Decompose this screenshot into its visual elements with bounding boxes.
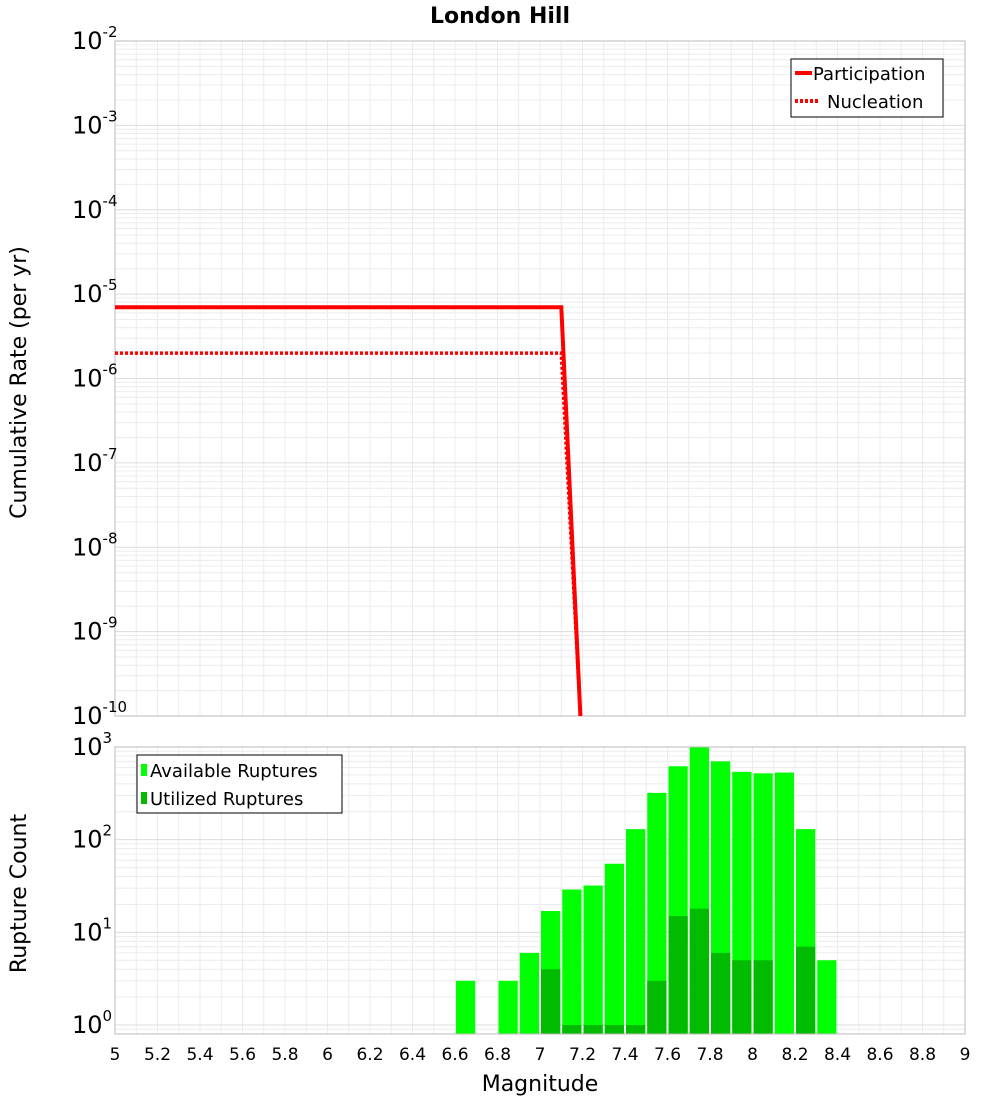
x-tick-label: 7.6 (654, 1045, 681, 1065)
bar-utilized (562, 1025, 582, 1034)
chart-title: London Hill (430, 4, 570, 29)
x-tick-label: 6 (322, 1045, 333, 1065)
y-tick-label: 102 (72, 822, 112, 854)
y-tick-label: 10-4 (72, 192, 118, 224)
y-tick-label: 10-6 (72, 361, 118, 393)
y-tick-label: 100 (72, 1007, 112, 1039)
x-tick-label: 7.2 (569, 1045, 596, 1065)
bar-utilized (541, 969, 561, 1034)
x-tick-label: 6.4 (399, 1045, 426, 1065)
series-line-participation (115, 305, 583, 717)
y-tick-label: 10-9 (72, 614, 118, 646)
y-tick-label: 10-8 (72, 529, 118, 561)
bottom-y-ticks: 100 101 102 103 (72, 729, 112, 1039)
y-tick-label: 10-10 (72, 698, 127, 730)
top-y-axis-label: Cumulative Rate (per yr) (7, 246, 32, 519)
bottom-plot-area (114, 746, 966, 1035)
x-tick-label: 8.6 (866, 1045, 893, 1065)
bar-available (774, 772, 794, 1034)
x-tick-label: 5.2 (144, 1045, 171, 1065)
bottom-y-axis-label: Rupture Count (7, 814, 32, 974)
bar-utilized (753, 960, 773, 1034)
legend-label-utilized: Utilized Ruptures (150, 789, 303, 810)
x-tick-label: 6.6 (441, 1045, 468, 1065)
bar-utilized (626, 1025, 646, 1034)
x-tick-label: 8.8 (909, 1045, 936, 1065)
legend-swatch-utilized (141, 792, 147, 804)
rupture-bars-group (456, 747, 837, 1034)
y-tick-label: 10-2 (72, 23, 118, 55)
rate-series-group (115, 305, 583, 717)
x-tick-label: 7 (535, 1045, 546, 1065)
bar-utilized (668, 916, 688, 1034)
legend-label-participation: Participation (813, 64, 925, 85)
x-tick-label: 5.8 (271, 1045, 298, 1065)
bar-available (647, 792, 667, 1034)
top-gridlines (115, 41, 966, 717)
top-legend-box (790, 58, 944, 118)
series-line-nucleation (115, 351, 583, 717)
bar-utilized (604, 1025, 624, 1034)
x-ticks: 5 5.2 5.4 5.6 5.8 6 6.2 6.4 6.6 6.8 7 7.2 7.4 7.6 7.8 8… (110, 1045, 971, 1065)
x-tick-label: 8 (747, 1045, 758, 1065)
x-tick-label: 5.4 (186, 1045, 213, 1065)
bottom-legend-box (136, 754, 343, 814)
x-axis-label: Magnitude (482, 1072, 599, 1097)
legend-label-available: Available Ruptures (150, 761, 318, 782)
bar-available (519, 952, 539, 1034)
bar-available (456, 980, 476, 1034)
y-tick-label: 103 (72, 729, 112, 761)
x-tick-label: 5 (110, 1045, 121, 1065)
x-tick-label: 6.8 (484, 1045, 511, 1065)
bar-available (562, 889, 582, 1034)
legend-swatch-available (141, 764, 147, 776)
legend-label-nucleation: Nucleation (827, 92, 923, 113)
bar-available (583, 885, 603, 1034)
x-tick-label: 5.6 (229, 1045, 256, 1065)
bar-utilized (796, 946, 816, 1034)
y-tick-label: 10-3 (72, 107, 118, 139)
x-tick-label: 7.8 (696, 1045, 723, 1065)
top-y-ticks: 10-10 10-9 10-8 10-7 10-6 10-5 10-4 10-3 10-2 (72, 23, 127, 730)
bar-utilized (689, 908, 709, 1034)
y-tick-label: 10-7 (72, 445, 118, 477)
x-tick-label: 8.4 (824, 1045, 851, 1065)
bar-available (498, 980, 518, 1034)
x-tick-label: 9 (960, 1045, 971, 1065)
x-tick-label: 7.4 (611, 1045, 638, 1065)
bar-utilized (647, 980, 667, 1034)
x-tick-label: 8.2 (781, 1045, 808, 1065)
y-tick-label: 10-5 (72, 276, 118, 308)
bar-utilized (732, 960, 752, 1034)
bar-utilized (583, 1025, 603, 1034)
bar-available (626, 829, 646, 1034)
x-tick-label: 6.2 (356, 1045, 383, 1065)
top-legend: Participation Nucleation (790, 58, 944, 118)
top-plot-area (114, 40, 966, 717)
y-tick-label: 101 (72, 914, 112, 946)
bar-available (604, 863, 624, 1034)
bottom-legend: Available Ruptures Utilized Ruptures (136, 754, 343, 814)
bar-utilized (711, 952, 731, 1034)
bar-available (817, 960, 837, 1034)
